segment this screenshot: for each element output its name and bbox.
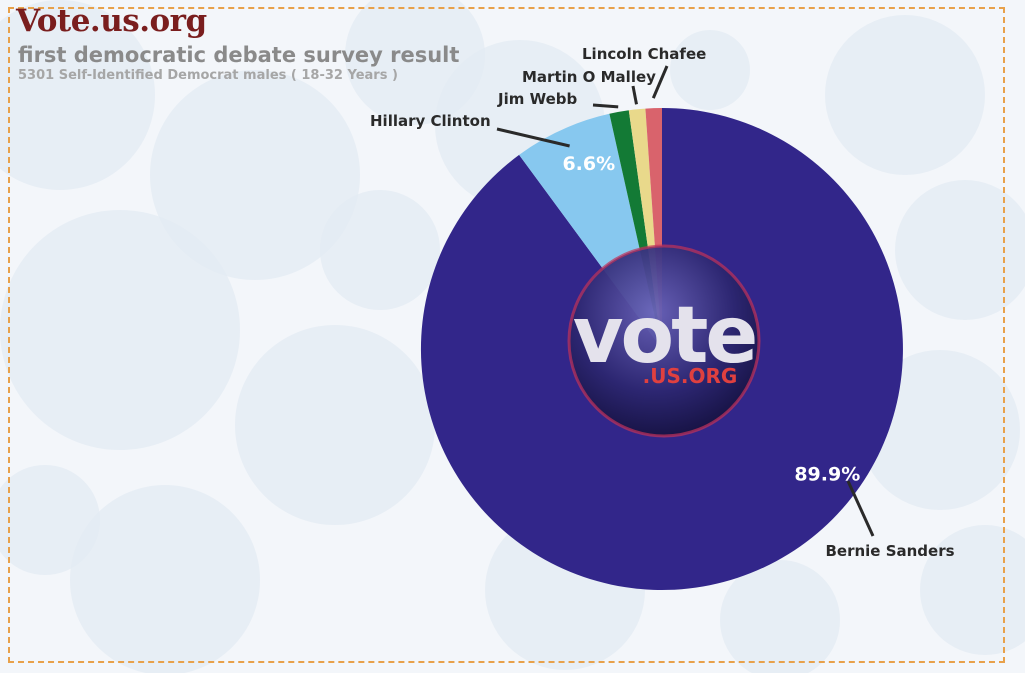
slice-label: Jim Webb bbox=[497, 90, 577, 108]
slice-data-label: 6.6% bbox=[562, 153, 615, 175]
dashed-frame bbox=[8, 7, 1005, 663]
callout-line bbox=[631, 85, 638, 105]
slice-data-label: 89.9% bbox=[794, 464, 860, 486]
logo-disc bbox=[567, 244, 761, 438]
vote-logo: vote .US.ORG bbox=[567, 244, 761, 438]
slice-label: Lincoln Chafee bbox=[582, 45, 706, 63]
callout-line bbox=[496, 127, 570, 148]
logo-word: vote bbox=[573, 291, 756, 381]
bubble bbox=[825, 15, 985, 175]
bubble bbox=[670, 30, 750, 110]
slice-label: Bernie Sanders bbox=[825, 542, 954, 560]
bubble bbox=[150, 70, 360, 280]
bubble bbox=[235, 325, 435, 525]
slice-label: Martin O Malley bbox=[522, 68, 656, 86]
bubble bbox=[0, 210, 240, 450]
bubble bbox=[920, 525, 1025, 655]
callout-line bbox=[651, 65, 669, 99]
logo-suffix: .US.ORG bbox=[643, 364, 738, 388]
callout-line bbox=[592, 103, 619, 109]
chart-subtitle: first democratic debate survey result bbox=[18, 43, 460, 67]
bubble bbox=[0, 465, 100, 575]
bubble bbox=[0, 0, 155, 190]
bubble bbox=[70, 485, 260, 673]
slice-label: Hillary Clinton bbox=[370, 112, 491, 130]
bubble bbox=[860, 350, 1020, 510]
sample-description: 5301 Self-Identified Democrat males ( 18… bbox=[18, 68, 398, 83]
brand-title: Vote.us.org bbox=[16, 3, 207, 39]
bubble bbox=[720, 560, 840, 673]
callout-line bbox=[846, 480, 875, 537]
slice-callouts: 89.9% 6.6% Bernie Sanders Hillary Clinton Ji… bbox=[370, 45, 955, 560]
bubble bbox=[895, 180, 1025, 320]
bubble bbox=[320, 190, 440, 310]
